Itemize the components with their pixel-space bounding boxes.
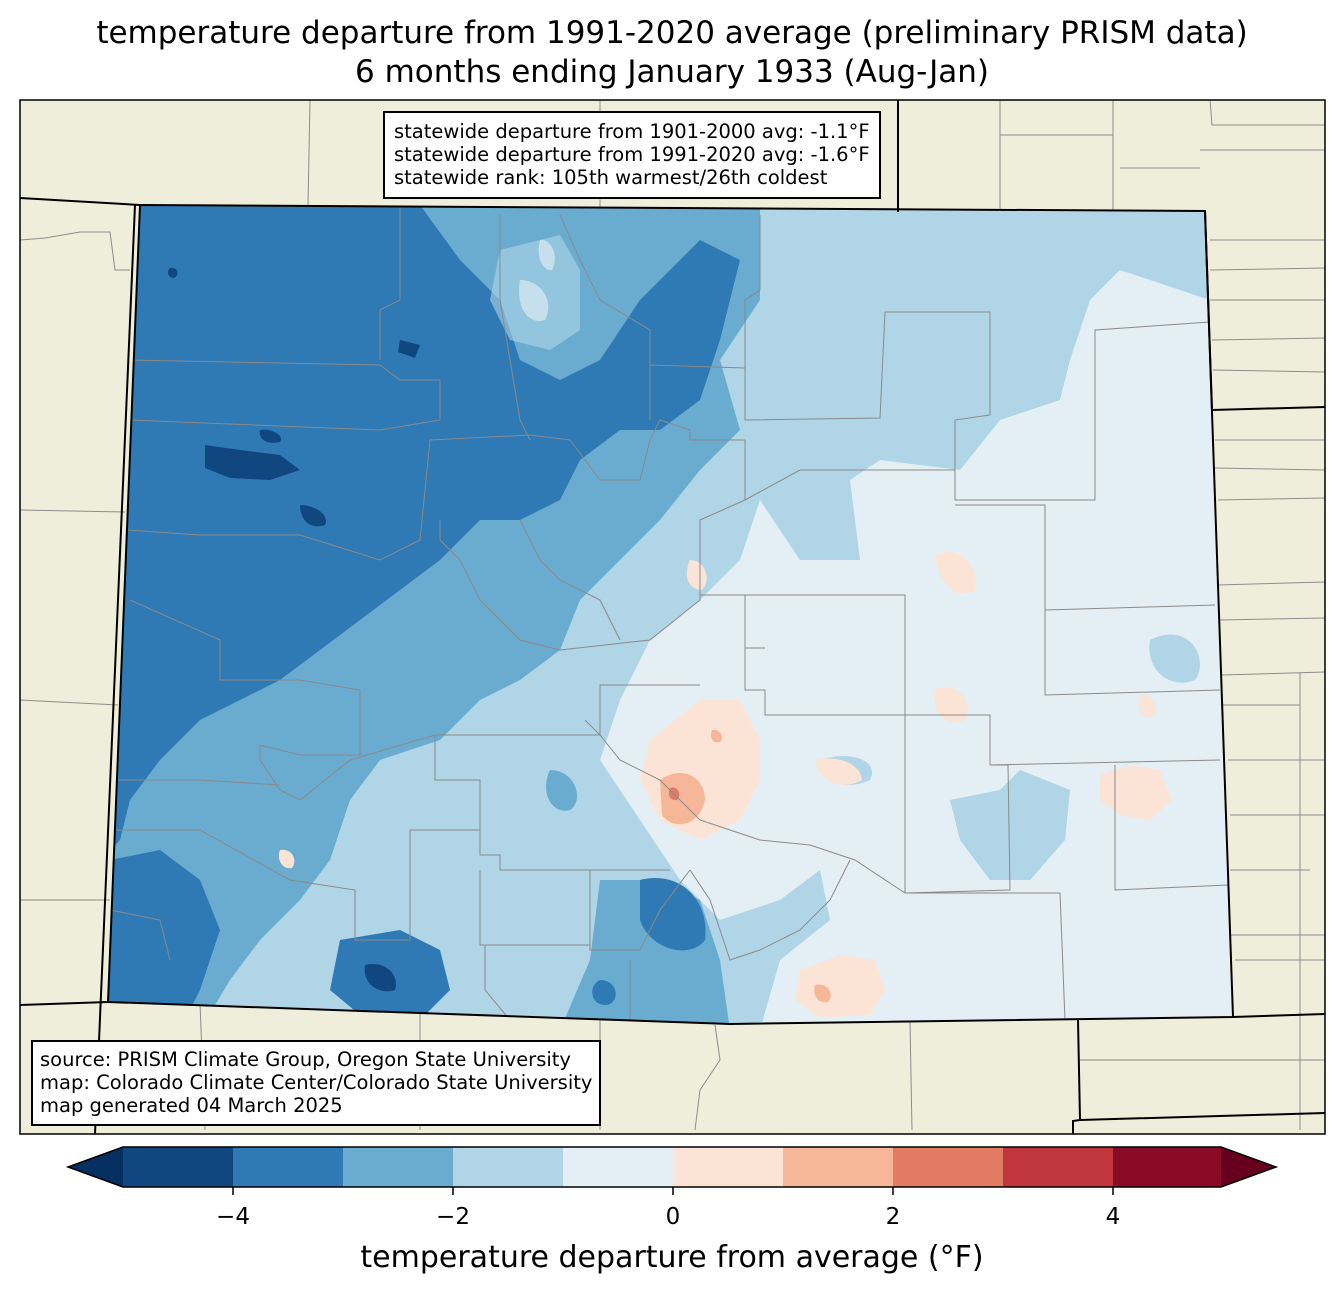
colorbar-bin [123,1147,233,1187]
colorbar-tick-label: 4 [1105,1204,1121,1230]
colorbar-bin [673,1147,783,1187]
colorbar-bin [1003,1147,1113,1187]
map-frame [19,99,1326,1135]
map-title-line-1: temperature departure from 1991-2020 ave… [96,15,1248,51]
colorbar-bin [343,1147,453,1187]
stats-rank: statewide rank: 105th warmest/26th colde… [394,166,828,189]
colorbar [65,1146,1279,1195]
colorbar-tick-label: 2 [885,1204,901,1230]
colorbar-outline [65,1146,1279,1188]
colorbar-bin [453,1147,563,1187]
statewide-stats-box: statewide departure from 1901-2000 avg: … [383,111,881,199]
colorado-boundary [106,203,1235,1026]
colorbar-label: temperature departure from average (°F) [360,1240,984,1275]
colorbar-bin [1113,1147,1221,1187]
county-lines [109,205,1229,1022]
state-boundaries [20,100,1325,1134]
colorbar-bin [783,1147,893,1187]
colorbar-tick-label: −4 [216,1204,250,1230]
map-title-line-2: 6 months ending January 1933 (Aug-Jan) [355,54,989,90]
colorbar-bin [233,1147,343,1187]
colorbar-bin [563,1147,673,1187]
map-credit-line: map: Colorado Climate Center/Colorado St… [40,1071,593,1094]
stats-departure-1991-2020: statewide departure from 1991-2020 avg: … [394,143,870,166]
stats-departure-1901-2000: statewide departure from 1901-2000 avg: … [394,120,870,143]
colorbar-bin [893,1147,1003,1187]
colorbar-under-triangle [68,1147,123,1187]
temperature-departure-field [108,205,1233,1024]
colorbar-tick-label: 0 [665,1204,681,1230]
colorbar-tick-label: −2 [436,1204,470,1230]
source-box: source: PRISM Climate Group, Oregon Stat… [31,1040,602,1126]
source-line: source: PRISM Climate Group, Oregon Stat… [40,1048,571,1071]
colorbar-over-triangle [1221,1147,1276,1187]
map-generated-line: map generated 04 March 2025 [40,1094,343,1117]
